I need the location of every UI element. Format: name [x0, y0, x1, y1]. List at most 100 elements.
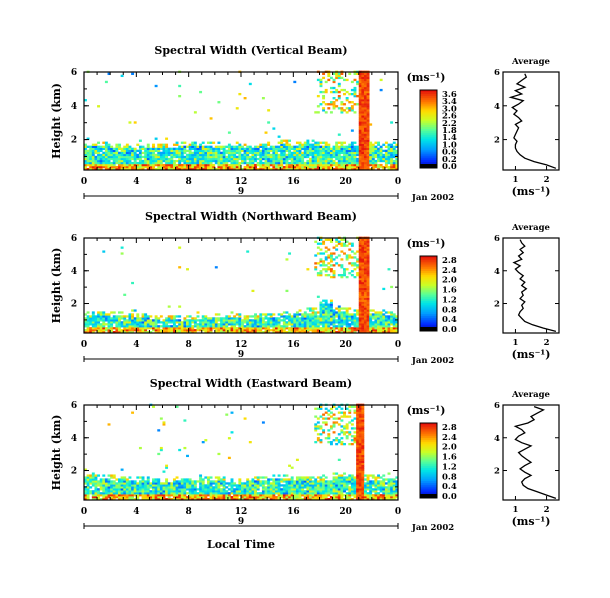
- heatmap-cell: [343, 490, 346, 493]
- heatmap-cell: [319, 260, 323, 263]
- heatmap-cell: [322, 242, 326, 245]
- heatmap-cell: [361, 407, 365, 410]
- heatmap-cell: [374, 488, 378, 491]
- heatmap-cell: [335, 147, 339, 151]
- heatmap-cell: [99, 313, 103, 316]
- heatmap-cell: [356, 474, 360, 477]
- heatmap-cell: [186, 329, 189, 332]
- heatmap-cell: [94, 315, 98, 318]
- heatmap-cell: [264, 161, 268, 165]
- heatmap-cell: [136, 327, 140, 330]
- x-tick-label: 0: [395, 177, 401, 187]
- heatmap-cell: [363, 82, 367, 86]
- heatmap-cell: [361, 417, 365, 420]
- heatmap-cell: [358, 113, 362, 116]
- heatmap-cell: [120, 488, 124, 491]
- colorbar-tick-label: 1.2: [442, 295, 457, 305]
- heatmap-cell: [329, 151, 333, 155]
- heatmap-cell: [188, 157, 192, 161]
- heatmap-cell: [251, 496, 255, 499]
- heatmap-cell: [165, 143, 169, 146]
- heatmap-cell: [301, 478, 305, 481]
- heatmap-cell: [141, 331, 145, 334]
- heatmap-cell: [358, 289, 362, 293]
- heatmap-cell: [138, 147, 142, 151]
- heatmap-cell: [272, 163, 276, 167]
- heatmap-cell: [358, 466, 362, 469]
- heatmap-cell: [230, 159, 234, 163]
- heatmap-cell: [269, 155, 273, 159]
- heatmap-cell: [272, 153, 276, 157]
- heatmap-cell: [170, 492, 174, 495]
- heatmap-cell: [261, 476, 265, 479]
- heatmap-cell: [327, 437, 331, 440]
- heatmap-cell: [288, 151, 292, 155]
- heatmap-cell: [175, 498, 179, 501]
- heatmap-cell: [191, 157, 195, 161]
- heatmap-cell: [84, 480, 87, 483]
- heatmap-cell: [288, 317, 292, 320]
- heatmap-cell: [327, 435, 331, 438]
- heatmap-cell: [235, 494, 239, 497]
- heatmap-cell: [282, 139, 286, 142]
- heatmap-cell: [86, 329, 90, 332]
- heatmap-cell: [314, 427, 318, 430]
- heatmap-cell: [191, 329, 195, 332]
- heatmap-cell: [97, 323, 100, 326]
- heatmap-cell: [123, 482, 127, 485]
- heatmap-cell: [138, 159, 142, 163]
- heatmap-cell: [272, 496, 276, 499]
- heatmap-cell: [285, 492, 289, 495]
- heatmap-cell: [220, 488, 223, 491]
- heatmap-cell: [314, 311, 318, 314]
- heatmap-cell: [374, 327, 378, 330]
- heatmap-cell: [86, 155, 90, 159]
- heatmap-cell: [259, 155, 263, 159]
- heatmap-cell: [329, 490, 333, 493]
- heatmap-cell: [233, 482, 237, 485]
- heatmap-cell: [196, 323, 200, 326]
- heatmap-cell: [361, 248, 365, 251]
- heatmap-cell: [316, 331, 320, 334]
- colorbar-swatch: [420, 308, 437, 311]
- heatmap-cell: [329, 319, 333, 322]
- heatmap-cell: [196, 319, 200, 322]
- heatmap-cell: [261, 480, 265, 483]
- heatmap-cell: [275, 163, 278, 167]
- heatmap-cell: [358, 496, 362, 499]
- heatmap-cell: [353, 88, 357, 92]
- heatmap-cell: [183, 149, 187, 153]
- heatmap-cell: [314, 240, 318, 243]
- heatmap-cell: [86, 492, 90, 495]
- heatmap-cell: [222, 159, 226, 163]
- heatmap-cell: [97, 145, 100, 148]
- heatmap-cell: [374, 165, 378, 169]
- heatmap-cell: [146, 157, 150, 161]
- heatmap-cell: [125, 155, 129, 159]
- heatmap-cell: [316, 315, 320, 318]
- y-axis-label: Height (km): [50, 83, 63, 159]
- heatmap-cell: [348, 161, 352, 165]
- heatmap-cell: [332, 329, 336, 332]
- heatmap-cell: [183, 157, 187, 161]
- heatmap-cell: [337, 94, 341, 98]
- heatmap-cell: [275, 492, 278, 495]
- heatmap-cell: [322, 417, 326, 420]
- heatmap-cell: [209, 145, 213, 148]
- heatmap-cell: [89, 315, 93, 318]
- heatmap-cell: [209, 498, 213, 501]
- heatmap-cell: [332, 86, 336, 90]
- heatmap-cell: [366, 277, 370, 281]
- heatmap-cell: [288, 161, 292, 165]
- heatmap-cell: [167, 492, 171, 495]
- heatmap-cell: [361, 433, 365, 436]
- colorbar-swatch: [420, 299, 437, 302]
- heatmap-cell: [235, 107, 239, 110]
- heatmap-cell: [178, 266, 182, 269]
- heatmap-cell: [99, 480, 103, 483]
- heatmap-cell: [361, 450, 365, 454]
- heatmap-cell: [246, 250, 250, 253]
- heatmap-cell: [133, 494, 137, 497]
- heatmap-cell: [209, 167, 213, 171]
- heatmap-cell: [327, 103, 331, 106]
